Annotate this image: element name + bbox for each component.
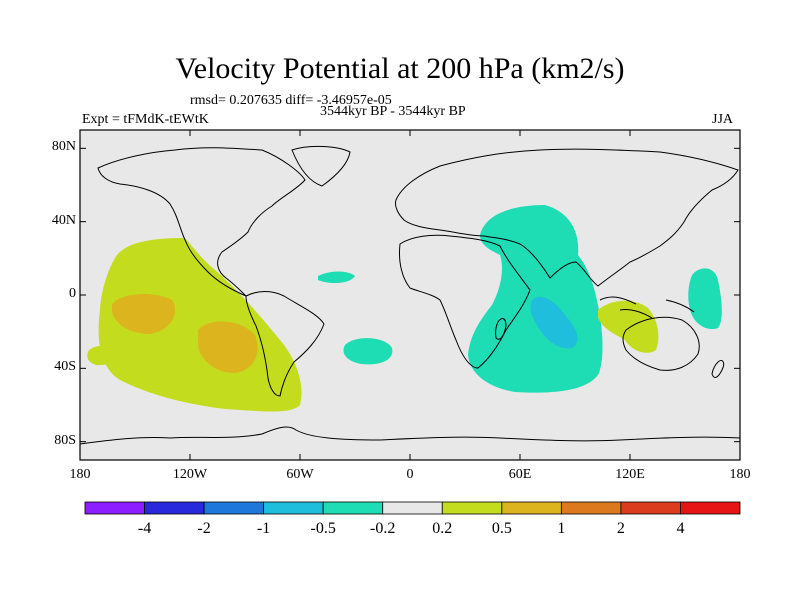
x-tick-label: 180 (69, 467, 91, 482)
colorbar-swatch (560, 501, 622, 515)
coastlines (80, 145, 740, 445)
pacific-positive-anomaly (98, 238, 302, 412)
europe-asia-coastline (395, 148, 739, 287)
colorbar-swatch (144, 501, 205, 515)
colorbar-swatch (84, 501, 145, 515)
colorbar-swatch (322, 501, 384, 515)
x-tick-label: 180 (729, 467, 751, 482)
pacific-positive-core-west (111, 293, 176, 334)
colorbar-label: 1 (557, 520, 566, 537)
australia-coastline (622, 316, 700, 371)
indian-negative-core (530, 296, 578, 349)
period-label: 3544kyr BP - 3544kyr BP (320, 104, 466, 119)
madagascar-coastline (495, 318, 507, 340)
colorbar (84, 501, 741, 515)
colorbar-label: 0.5 (491, 520, 512, 537)
colorbar-label: -4 (137, 520, 152, 537)
colorbar-label: 0.2 (432, 520, 453, 537)
atlantic-negative-north (318, 271, 355, 284)
colorbar-label: -2 (197, 520, 211, 537)
colorbar-swatch (263, 501, 324, 515)
maritime-continent-coastline (599, 296, 695, 319)
experiment-label: Expt = tFMdK-tEWtK (82, 112, 209, 127)
atlantic-negative-south (343, 338, 393, 365)
colorbar-swatch (203, 501, 265, 515)
colorbar-swatch (680, 501, 741, 515)
y-tick-label: 80S (54, 432, 76, 448)
x-tick-label: 60E (508, 467, 532, 482)
colorbar-swatch (620, 501, 681, 515)
y-tick-label: 80N (51, 139, 76, 155)
pacific-positive-core-south (198, 321, 258, 373)
colorbar-swatch (382, 501, 443, 515)
colorbar-label: 2 (616, 520, 625, 537)
x-tick-label: 120E (615, 467, 645, 482)
rmsd-diff-text: rmsd= 0.207635 diff= -3.46957e-05 (190, 93, 392, 108)
new-zealand-coastline (711, 359, 725, 378)
west-pacific-negative (688, 268, 722, 330)
season-label: JJA (712, 112, 734, 127)
colorbar-swatch (501, 501, 562, 515)
greenland-coastline (291, 145, 351, 187)
y-tick-label: 0 (69, 286, 76, 301)
axis-ticks (79, 130, 741, 460)
colorbar-label: -1 (256, 520, 271, 537)
x-tick-label: 120W (172, 467, 208, 482)
colorbar-label: -0.5 (310, 520, 336, 537)
africa-coastline (399, 234, 531, 369)
pacific-positive-small-lobe (87, 345, 119, 366)
antarctica-coastline (80, 426, 740, 445)
y-tick-label: 40N (51, 212, 76, 228)
x-tick-label: 0 (406, 467, 414, 482)
colorbar-swatch (441, 501, 503, 515)
x-tick-label: 60W (286, 467, 314, 482)
plot-title: Velocity Potential at 200 hPa (km2/s) (175, 52, 625, 85)
south-america-coastline (245, 291, 325, 397)
colorbar-label: -0.2 (370, 520, 396, 537)
y-tick-label: 40S (54, 359, 76, 375)
colorbar-label: 4 (676, 520, 685, 537)
north-america-coastline (97, 147, 306, 297)
